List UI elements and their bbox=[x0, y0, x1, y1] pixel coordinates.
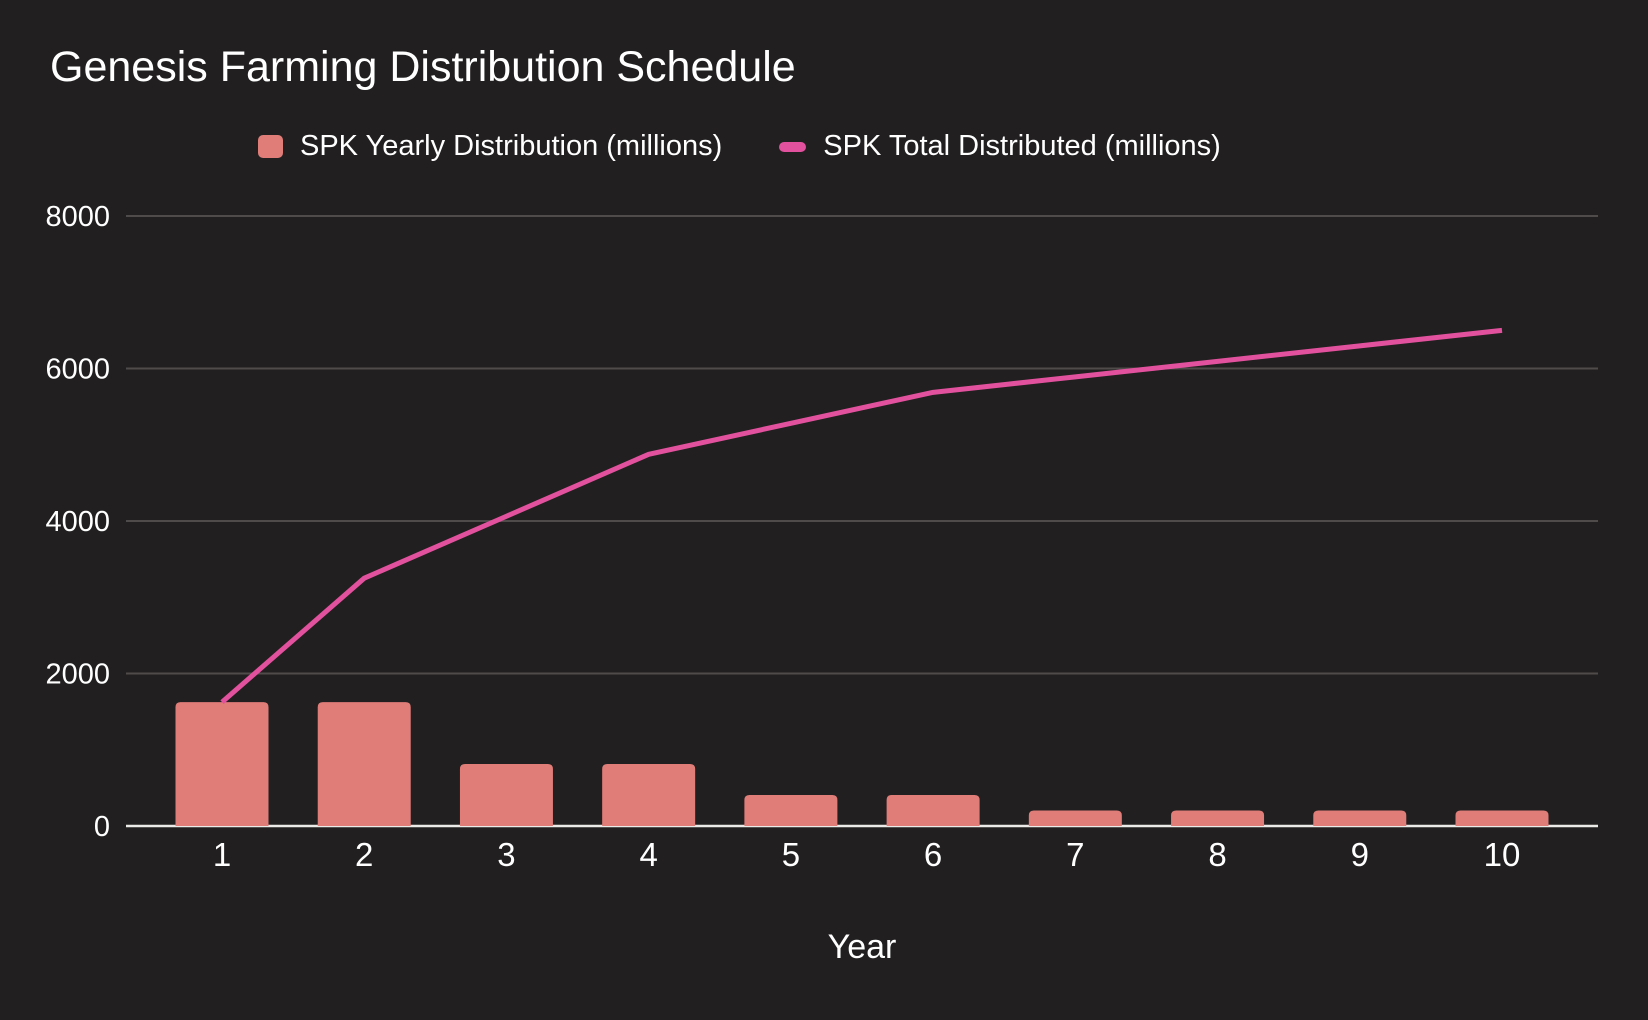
legend-item-total-distributed[interactable]: SPK Total Distributed (millions) bbox=[779, 130, 1221, 163]
bar-year-8[interactable] bbox=[1171, 810, 1265, 826]
bar-series-swatch-icon bbox=[258, 135, 283, 158]
bar-year-1[interactable] bbox=[175, 702, 269, 826]
legend: SPK Yearly Distribution (millions) SPK T… bbox=[258, 130, 1221, 163]
x-tick-label-8: 8 bbox=[1208, 836, 1226, 873]
x-tick-label-7: 7 bbox=[1066, 836, 1084, 873]
x-tick-label-9: 9 bbox=[1351, 836, 1369, 873]
chart-title: Genesis Farming Distribution Schedule bbox=[50, 43, 796, 91]
bar-year-2[interactable] bbox=[317, 702, 411, 826]
total-distributed-line[interactable] bbox=[220, 327, 1503, 704]
legend-label-total-distributed: SPK Total Distributed (millions) bbox=[823, 130, 1221, 162]
bar-year-6[interactable] bbox=[886, 795, 980, 826]
x-tick-label-6: 6 bbox=[924, 836, 942, 873]
x-tick-label-5: 5 bbox=[782, 836, 800, 873]
y-tick-label-6000: 6000 bbox=[45, 354, 110, 386]
x-tick-label-2: 2 bbox=[355, 836, 373, 873]
bar-year-9[interactable] bbox=[1313, 810, 1407, 826]
y-tick-label-0: 0 bbox=[94, 811, 110, 843]
x-axis-title: Year bbox=[827, 928, 897, 966]
bar-year-4[interactable] bbox=[602, 764, 696, 826]
y-tick-label-8000: 8000 bbox=[45, 201, 110, 233]
y-tick-label-2000: 2000 bbox=[45, 659, 110, 691]
bar-year-3[interactable] bbox=[459, 764, 553, 826]
bar-year-7[interactable] bbox=[1028, 810, 1122, 826]
line-series-swatch-icon bbox=[779, 141, 807, 152]
x-tick-label-10: 10 bbox=[1484, 836, 1521, 873]
x-tick-label-3: 3 bbox=[497, 836, 515, 873]
legend-item-yearly-distribution[interactable]: SPK Yearly Distribution (millions) bbox=[258, 130, 722, 163]
bar-year-5[interactable] bbox=[744, 795, 838, 826]
legend-label-yearly-distribution: SPK Yearly Distribution (millions) bbox=[300, 130, 723, 162]
y-tick-label-4000: 4000 bbox=[45, 506, 110, 538]
bar-year-10[interactable] bbox=[1455, 810, 1549, 826]
x-tick-label-1: 1 bbox=[213, 836, 231, 873]
x-tick-label-4: 4 bbox=[639, 836, 657, 873]
